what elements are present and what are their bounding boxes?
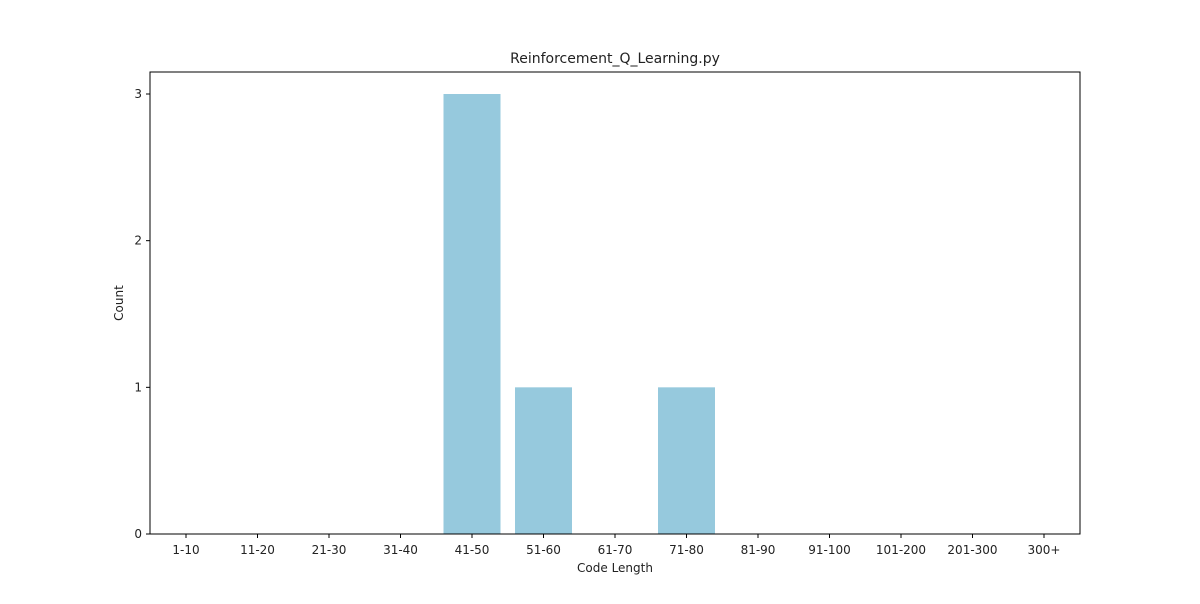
x-tick-label: 51-60: [526, 543, 561, 557]
y-tick-label: 3: [134, 87, 142, 101]
x-tick-label: 81-90: [741, 543, 776, 557]
x-axis: 1-10 11-20 21-30 31-40 41-50 51-60 61-70 71-80 8…: [172, 534, 1060, 557]
y-axis: 0 1 2 3: [134, 87, 150, 541]
y-axis-label: Count: [112, 285, 126, 321]
x-tick-label: 91-100: [808, 543, 851, 557]
y-tick-label: 2: [134, 234, 142, 248]
bar-41-50: [443, 94, 501, 534]
chart-title: Reinforcement_Q_Learning.py: [510, 51, 720, 67]
x-tick-label: 201-300: [947, 543, 997, 557]
x-tick-label: 11-20: [240, 543, 275, 557]
x-tick-label: 21-30: [312, 543, 347, 557]
x-tick-label: 41-50: [455, 543, 490, 557]
x-tick-label: 1-10: [172, 543, 199, 557]
x-tick-label: 300+: [1028, 543, 1061, 557]
x-tick-label: 31-40: [383, 543, 418, 557]
x-tick-label: 101-200: [876, 543, 926, 557]
bar-71-80: [658, 387, 715, 534]
plot-area-frame: [149, 71, 1081, 535]
x-tick-label: 71-80: [669, 543, 704, 557]
x-axis-label: Code Length: [577, 561, 653, 575]
x-tick-label: 61-70: [598, 543, 633, 557]
bars-layer: [443, 94, 715, 534]
y-tick-label: 0: [134, 527, 142, 541]
bar-51-60: [515, 387, 572, 534]
y-tick-label: 1: [134, 380, 142, 394]
